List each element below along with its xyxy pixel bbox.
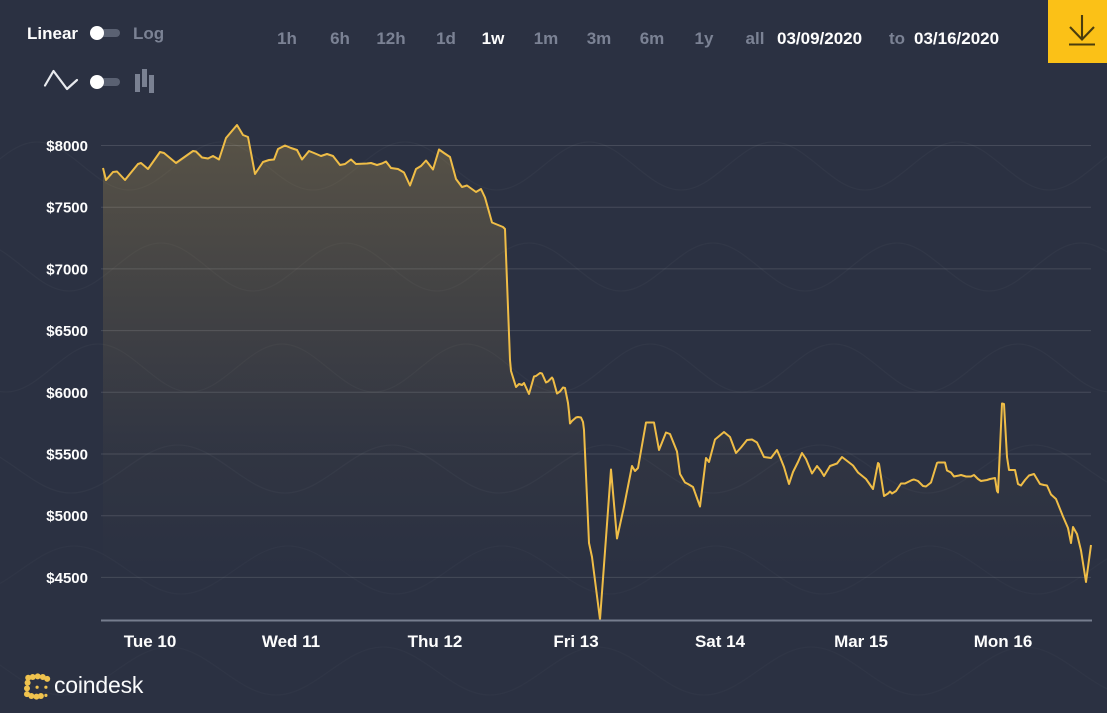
svg-text:Fri 13: Fri 13 bbox=[553, 632, 598, 651]
svg-text:$4500: $4500 bbox=[46, 570, 88, 587]
svg-text:$5500: $5500 bbox=[46, 447, 88, 464]
svg-text:Thu 12: Thu 12 bbox=[408, 632, 463, 651]
svg-text:$6500: $6500 bbox=[46, 323, 88, 340]
svg-text:$8000: $8000 bbox=[46, 138, 88, 155]
svg-text:Sat 14: Sat 14 bbox=[695, 632, 746, 651]
svg-text:Tue 10: Tue 10 bbox=[124, 632, 177, 651]
svg-text:$5000: $5000 bbox=[46, 508, 88, 525]
svg-text:Wed 11: Wed 11 bbox=[262, 632, 320, 651]
svg-text:$7000: $7000 bbox=[46, 261, 88, 278]
svg-text:Mar 15: Mar 15 bbox=[834, 632, 888, 651]
svg-text:Mon 16: Mon 16 bbox=[974, 632, 1033, 651]
svg-text:$7500: $7500 bbox=[46, 200, 88, 217]
svg-text:$6000: $6000 bbox=[46, 385, 88, 402]
